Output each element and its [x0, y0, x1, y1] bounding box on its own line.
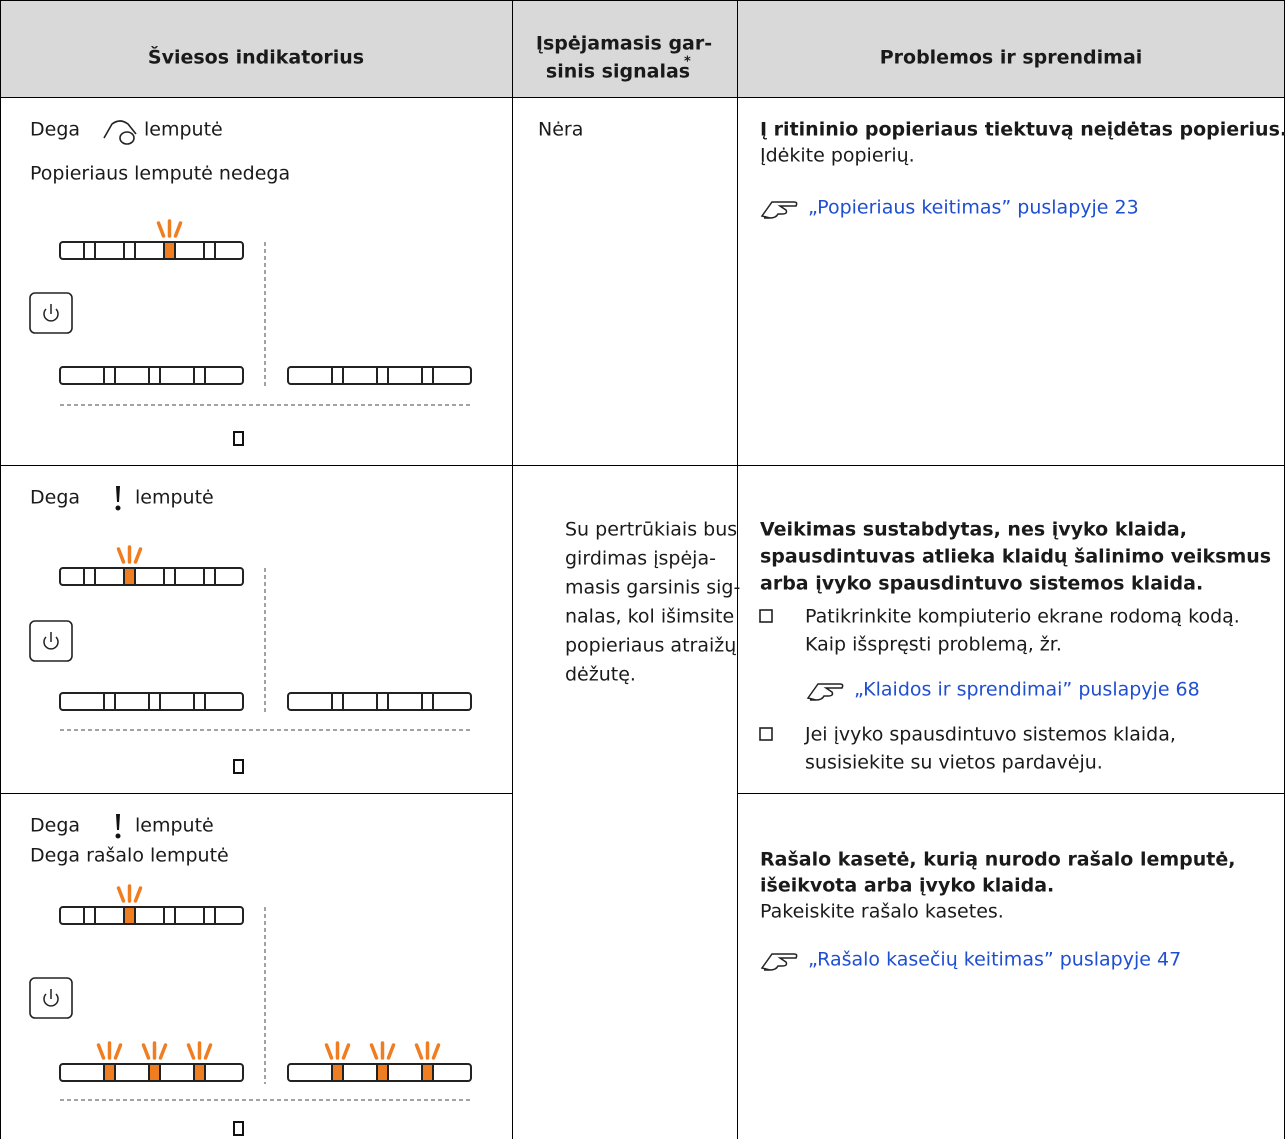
hand-shape — [760, 201, 798, 219]
solution-title: Rašalo kasetė, kurią nurodo rašalo lempu… — [760, 849, 1235, 871]
power-symbol — [43, 989, 59, 1007]
flash-mark — [369, 1043, 379, 1060]
signal-text: popieriaus atraižų — [565, 635, 736, 657]
solution-text: Pakeiskite rašalo kasetes. — [760, 901, 1004, 923]
flash-mark — [156, 221, 166, 238]
light-bar — [287, 692, 472, 711]
bullet — [759, 727, 773, 741]
light-bar — [59, 241, 244, 260]
lit-light — [332, 1065, 343, 1080]
lit-light — [149, 1065, 160, 1080]
hand-shape — [806, 683, 844, 701]
flash-mark — [158, 1043, 168, 1060]
light-bar — [59, 567, 244, 586]
lit-light — [164, 243, 175, 258]
lit-light — [124, 569, 135, 584]
header-note: * — [684, 55, 691, 70]
link-icon — [760, 201, 798, 219]
signal-text: masis garsinis sig- — [565, 577, 740, 599]
solution-title: spausdintuvas atlieka klaidų šalinimo ve… — [760, 546, 1271, 568]
indicator-text: Dega — [30, 487, 80, 509]
flash-mark — [173, 221, 183, 238]
indicator-text: Dega — [30, 119, 80, 141]
bullet-text: susisiekite su vietos pardavėju. — [805, 752, 1103, 774]
indicator-text: Dega rašalo lemputė — [30, 845, 229, 867]
flash-mark — [186, 1043, 196, 1060]
solution-title: Į ritininio popieriaus tiektuvą neįdėtas… — [760, 119, 1285, 141]
indicator-text: lemputė — [135, 487, 214, 509]
paper-icon — [103, 120, 137, 145]
indicator-text: lemputė — [144, 119, 223, 141]
lit-light — [422, 1065, 433, 1080]
indicator-text: Popieriaus lemputė nedega — [30, 163, 290, 185]
indicator-text: Dega — [30, 815, 80, 837]
solution-title: Veikimas sustabdytas, nes įvyko klaida, — [760, 519, 1187, 541]
header-row — [0, 0, 1285, 98]
link-icon — [806, 683, 844, 701]
solution-text: Įdėkite popierių. — [760, 145, 915, 167]
header-signal: Įspėjamasis gar- — [536, 33, 712, 55]
header-solution: Problemos ir sprendimai — [880, 47, 1143, 69]
power-symbol — [43, 632, 59, 650]
hand-shape — [760, 953, 798, 971]
light-bar — [59, 906, 244, 925]
flash-mark — [133, 886, 143, 903]
power-symbol — [43, 304, 59, 322]
flash-mark — [116, 886, 126, 903]
lit-light — [377, 1065, 388, 1080]
flash-mark — [141, 1043, 151, 1060]
bullet-text: Patikrinkite kompiuterio ekrane rodomą k… — [805, 606, 1240, 628]
bullet-text: Jei įvyko spausdintuvo sistemos klaida, — [804, 724, 1176, 746]
lit-light — [104, 1065, 115, 1080]
alert-icon — [115, 814, 121, 839]
flash-mark — [96, 1043, 106, 1060]
flash-mark — [341, 1043, 351, 1060]
solution-title: išeikvota arba įvyko klaida. — [760, 875, 1054, 897]
light-bar — [59, 692, 244, 711]
signal-text: nalas, kol išimsite — [565, 606, 734, 628]
light-bar — [287, 366, 472, 385]
flash-mark — [324, 1043, 334, 1060]
alert-icon — [115, 486, 121, 511]
flash-mark — [133, 547, 143, 564]
flash-mark — [113, 1043, 123, 1060]
flash-mark — [431, 1043, 441, 1060]
bullet-text: Kaip išspręsti problemą, žr. — [805, 634, 1062, 656]
lit-light — [124, 908, 135, 923]
header-indicator: Šviesos indikatorius — [148, 45, 364, 69]
signal-text: Nėra — [538, 119, 583, 141]
bullet — [759, 609, 773, 623]
link[interactable]: „Rašalo kasečių keitimas” puslapyje 47 — [808, 949, 1181, 971]
paper-light — [233, 759, 244, 774]
solution-title: arba įvyko spausdintuvo sistemos klaida. — [760, 573, 1203, 595]
signal-text: girdimas įspėja- — [565, 548, 716, 570]
link[interactable]: „Klaidos ir sprendimai” puslapyje 68 — [854, 679, 1200, 701]
header-signal: sinis signalas — [546, 61, 690, 83]
flash-mark — [414, 1043, 424, 1060]
flash-mark — [203, 1043, 213, 1060]
lit-light — [194, 1065, 205, 1080]
link[interactable]: „Popieriaus keitimas” puslapyje 23 — [808, 197, 1139, 219]
paper-light — [233, 431, 244, 446]
link-icon — [760, 953, 798, 971]
signal-text: Su pertrūkiais bus — [565, 519, 737, 541]
flash-mark — [386, 1043, 396, 1060]
indicator-text: lemputė — [135, 815, 214, 837]
signal-text: dėžutę. — [565, 664, 636, 686]
flash-mark — [116, 547, 126, 564]
paper-light — [233, 1121, 244, 1136]
light-bar — [59, 366, 244, 385]
